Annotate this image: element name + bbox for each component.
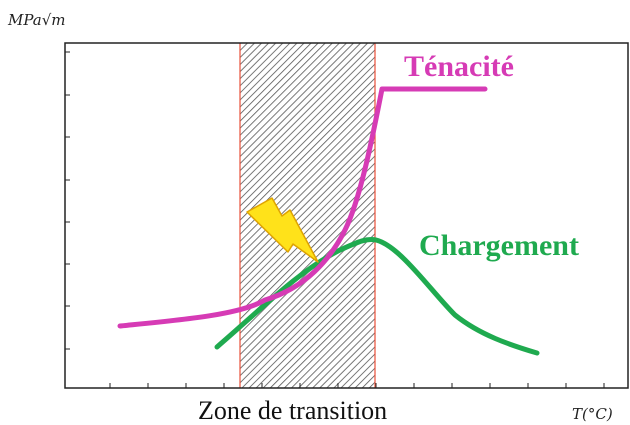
y-axis-unit-label: MPa√m (7, 11, 66, 29)
y-axis-ticks (65, 51, 70, 350)
tenacite-label: Ténacité (404, 50, 514, 83)
plot-frame (64, 42, 629, 389)
chargement-label: Chargement (419, 229, 579, 262)
x-axis-unit-label: T(°C) (572, 405, 613, 423)
chargement-curve (214, 237, 540, 356)
x-axis-ticks (109, 383, 605, 388)
lightning-bolt-icon (246, 197, 319, 263)
zone-label: Zone de transition (198, 396, 387, 425)
tenacite-curve (117, 86, 488, 329)
